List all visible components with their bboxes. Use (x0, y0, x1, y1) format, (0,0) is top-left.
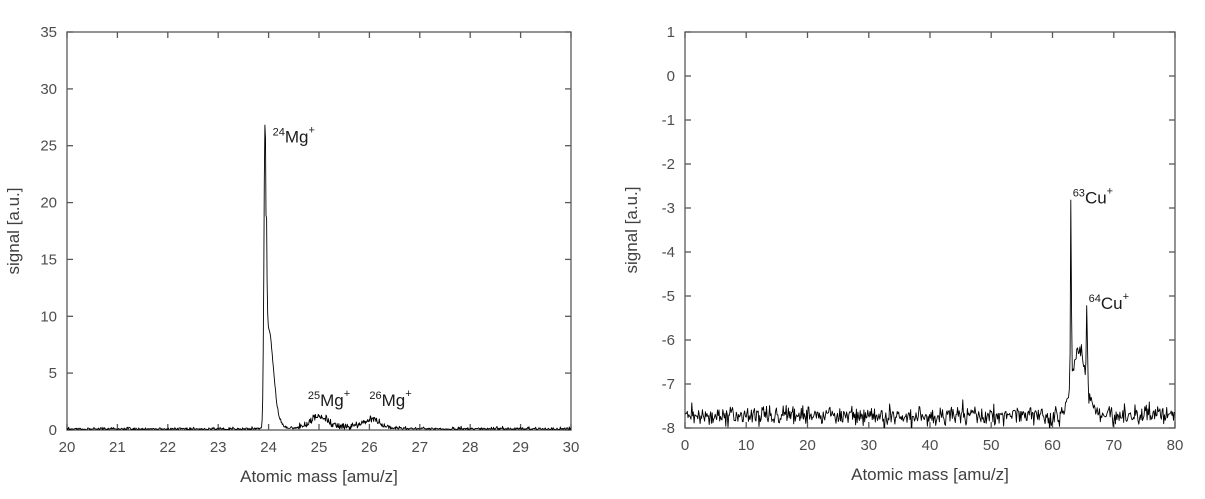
svg-text:70: 70 (1105, 437, 1122, 454)
svg-text:-3: -3 (662, 200, 675, 217)
svg-text:0: 0 (681, 437, 689, 454)
svg-text:25: 25 (311, 439, 328, 456)
svg-text:29: 29 (512, 439, 529, 456)
svg-text:64Cu+: 64Cu+ (1089, 291, 1129, 313)
svg-text:10: 10 (40, 308, 57, 325)
svg-text:-7: -7 (662, 376, 675, 393)
svg-text:20: 20 (59, 439, 76, 456)
svg-text:30: 30 (563, 439, 580, 456)
svg-text:-1: -1 (662, 112, 675, 129)
svg-text:Atomic mass [amu/z]: Atomic mass [amu/z] (240, 467, 398, 486)
svg-text:20: 20 (799, 437, 816, 454)
svg-text:50: 50 (983, 437, 1000, 454)
svg-text:23: 23 (210, 439, 227, 456)
svg-text:26Mg+: 26Mg+ (369, 388, 411, 410)
svg-text:63Cu+: 63Cu+ (1073, 186, 1113, 208)
svg-text:-2: -2 (662, 156, 675, 173)
svg-text:15: 15 (40, 251, 57, 268)
svg-text:30: 30 (860, 437, 877, 454)
svg-text:21: 21 (109, 439, 126, 456)
svg-text:signal [a.u.]: signal [a.u.] (4, 188, 23, 275)
svg-text:27: 27 (411, 439, 428, 456)
svg-text:0: 0 (667, 68, 675, 85)
svg-text:35: 35 (40, 24, 57, 41)
svg-text:60: 60 (1044, 437, 1061, 454)
svg-text:25Mg+: 25Mg+ (308, 388, 350, 410)
svg-text:25: 25 (40, 138, 57, 155)
svg-text:-6: -6 (662, 332, 675, 349)
svg-text:24: 24 (260, 439, 277, 456)
svg-text:80: 80 (1167, 437, 1184, 454)
svg-text:26: 26 (361, 439, 378, 456)
svg-text:28: 28 (462, 439, 479, 456)
svg-text:22: 22 (159, 439, 176, 456)
svg-text:5: 5 (49, 365, 57, 382)
svg-text:10: 10 (738, 437, 755, 454)
svg-text:1: 1 (667, 24, 675, 41)
svg-text:24Mg+: 24Mg+ (273, 124, 315, 146)
svg-text:0: 0 (49, 422, 57, 439)
svg-text:Atomic mass [amu/z]: Atomic mass [amu/z] (851, 465, 1009, 484)
svg-text:20: 20 (40, 195, 57, 212)
svg-text:40: 40 (922, 437, 939, 454)
svg-text:-4: -4 (662, 244, 675, 261)
svg-text:30: 30 (40, 81, 57, 98)
svg-text:signal [a.u.]: signal [a.u.] (622, 187, 641, 274)
svg-text:-5: -5 (662, 288, 675, 305)
svg-text:-8: -8 (662, 420, 675, 437)
